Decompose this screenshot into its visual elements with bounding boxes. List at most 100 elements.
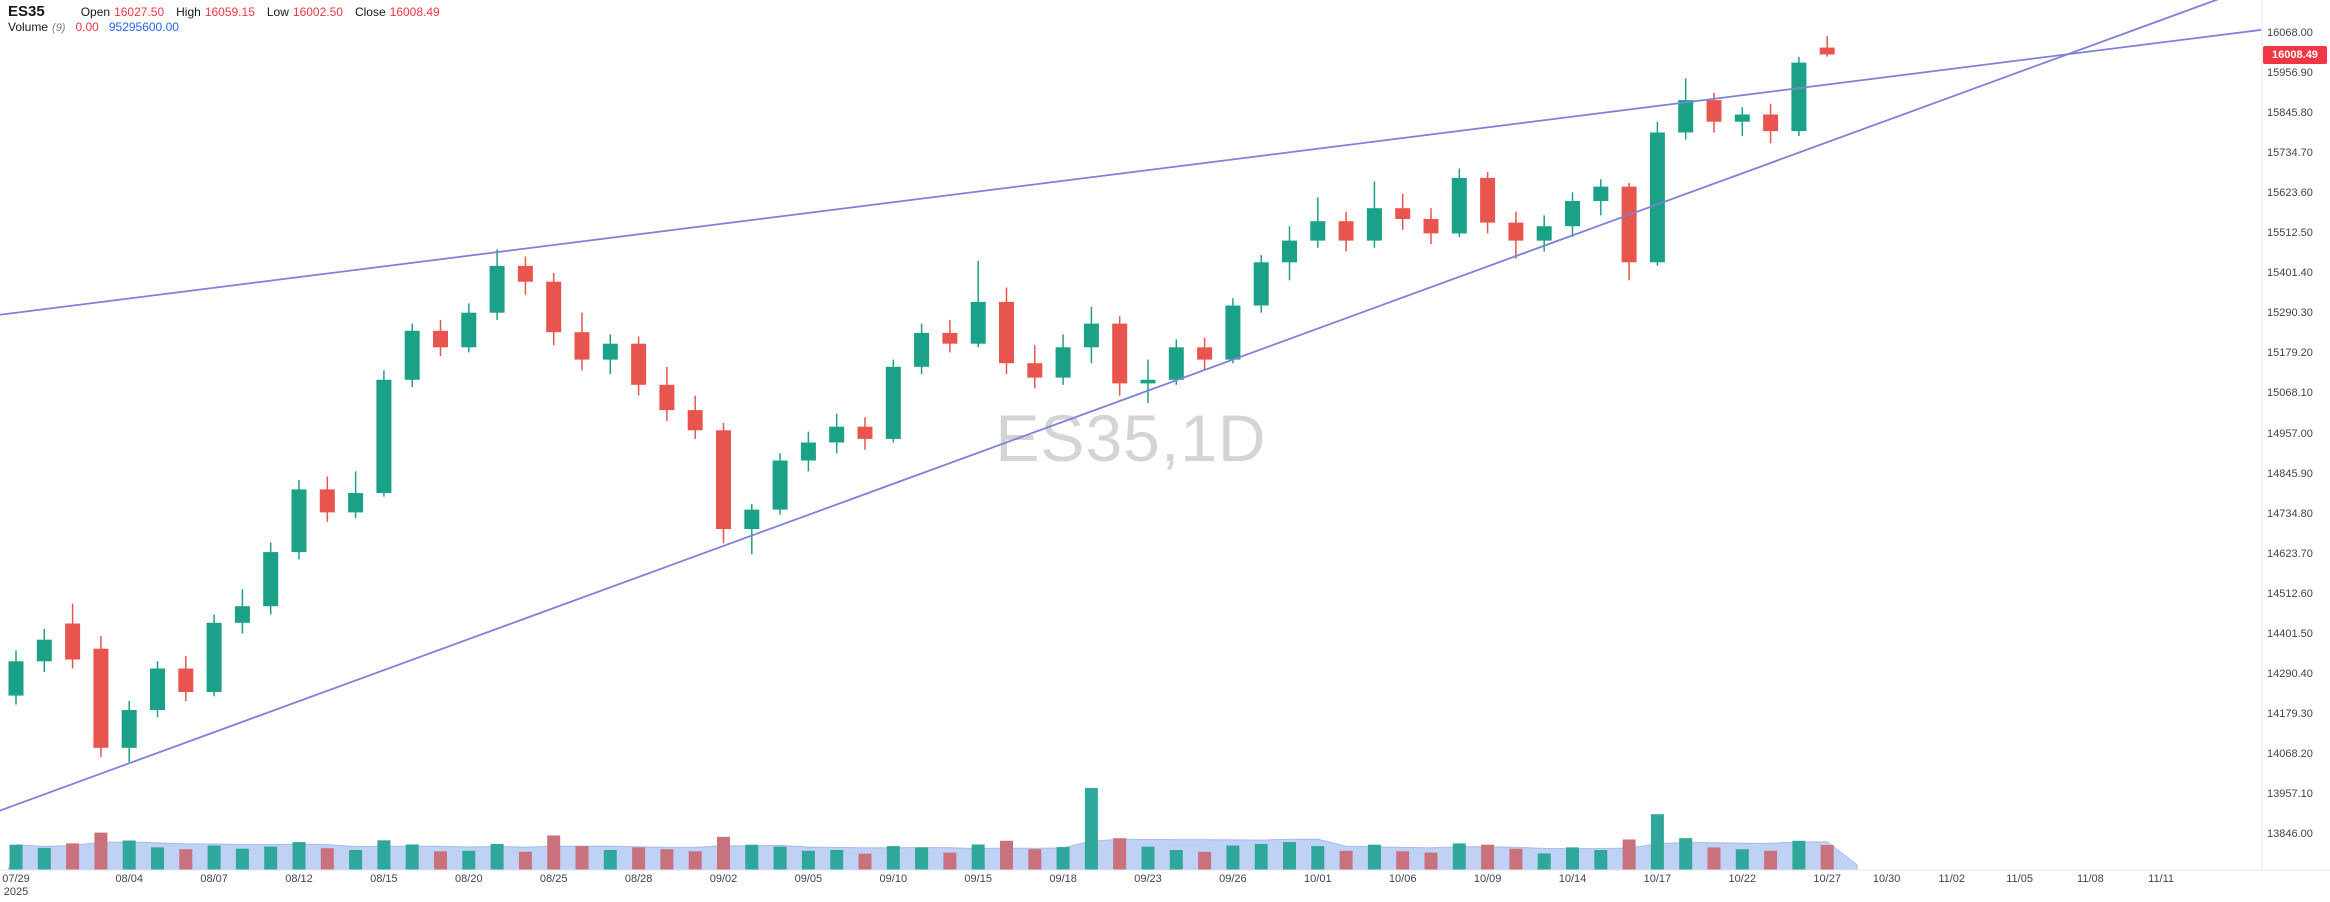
volume-bar[interactable] bbox=[1679, 838, 1693, 870]
volume-bar[interactable] bbox=[745, 844, 759, 870]
candle-body[interactable] bbox=[829, 426, 845, 443]
volume-bar[interactable] bbox=[1566, 847, 1579, 870]
volume-bar[interactable] bbox=[1650, 814, 1664, 870]
candle-body[interactable] bbox=[1423, 219, 1439, 234]
candle-body[interactable] bbox=[800, 442, 816, 461]
volume-bar[interactable] bbox=[1056, 847, 1070, 870]
volume-bar[interactable] bbox=[1764, 850, 1778, 870]
candle-body[interactable] bbox=[1593, 186, 1609, 201]
candle-body[interactable] bbox=[1225, 305, 1241, 360]
volume-bar[interactable] bbox=[122, 840, 136, 871]
volume-bar[interactable] bbox=[1169, 850, 1183, 870]
volume-bar[interactable] bbox=[1028, 849, 1042, 870]
candle-body[interactable] bbox=[1395, 208, 1411, 219]
volume-bar[interactable] bbox=[1594, 850, 1608, 870]
volume-bar[interactable] bbox=[660, 849, 674, 870]
candle-body[interactable] bbox=[1282, 240, 1297, 263]
volume-bar[interactable] bbox=[971, 844, 985, 871]
candle-body[interactable] bbox=[1112, 323, 1128, 384]
candle-body[interactable] bbox=[1055, 347, 1071, 378]
candle-body[interactable] bbox=[1366, 208, 1382, 241]
trendline[interactable] bbox=[0, 0, 2330, 812]
volume-bar[interactable] bbox=[915, 847, 929, 870]
candle-body[interactable] bbox=[1508, 222, 1524, 241]
volume-bar[interactable] bbox=[66, 843, 80, 870]
candle-body[interactable] bbox=[1565, 201, 1580, 227]
candle-body[interactable] bbox=[8, 661, 24, 696]
candle-body[interactable] bbox=[1480, 177, 1496, 223]
volume-bar[interactable] bbox=[1396, 851, 1410, 870]
volume-bar[interactable] bbox=[405, 844, 419, 871]
volume-bar[interactable] bbox=[1735, 849, 1749, 870]
candle-body[interactable] bbox=[1763, 114, 1779, 132]
candle-body[interactable] bbox=[404, 330, 420, 380]
volume-bar[interactable] bbox=[349, 850, 363, 870]
volume-bar[interactable] bbox=[1113, 838, 1127, 870]
volume-bar[interactable] bbox=[1481, 844, 1495, 870]
candle-body[interactable] bbox=[885, 366, 901, 439]
candle-body[interactable] bbox=[687, 410, 703, 431]
volume-bar[interactable] bbox=[603, 850, 617, 870]
volume-bar[interactable] bbox=[9, 844, 23, 870]
candle-body[interactable] bbox=[319, 489, 335, 513]
candle-body[interactable] bbox=[574, 332, 590, 360]
candle-body[interactable] bbox=[1083, 323, 1099, 348]
candle-body[interactable] bbox=[1310, 221, 1326, 241]
candle-body[interactable] bbox=[631, 343, 647, 385]
volume-bar[interactable] bbox=[235, 848, 249, 870]
volume-bar[interactable] bbox=[886, 846, 900, 870]
candle-body[interactable] bbox=[291, 489, 307, 553]
candle-body[interactable] bbox=[1140, 379, 1156, 384]
volume-bar[interactable] bbox=[1367, 844, 1381, 870]
volume-bar[interactable] bbox=[37, 847, 51, 870]
candle-body[interactable] bbox=[93, 648, 109, 748]
volume-bar[interactable] bbox=[434, 851, 447, 870]
candle-body[interactable] bbox=[970, 301, 986, 344]
volume-bar[interactable] bbox=[292, 842, 306, 870]
volume-bar[interactable] bbox=[151, 847, 164, 870]
volume-bar[interactable] bbox=[1452, 843, 1466, 870]
candle-body[interactable] bbox=[461, 312, 477, 348]
volume-bar[interactable] bbox=[207, 845, 221, 871]
candle-body[interactable] bbox=[659, 384, 675, 411]
volume-bar[interactable] bbox=[943, 852, 957, 870]
candle-body[interactable] bbox=[433, 330, 448, 348]
volume-bar[interactable] bbox=[264, 846, 278, 870]
volume-bar[interactable] bbox=[1198, 851, 1212, 870]
candle-body[interactable] bbox=[1791, 62, 1807, 132]
volume-bar[interactable] bbox=[1424, 852, 1438, 870]
candle-body[interactable] bbox=[178, 668, 194, 693]
volume-bar[interactable] bbox=[462, 850, 476, 870]
volume-bar[interactable] bbox=[179, 849, 193, 870]
volume-bar[interactable] bbox=[773, 846, 787, 870]
candle-body[interactable] bbox=[234, 606, 250, 623]
volume-bar[interactable] bbox=[1509, 848, 1523, 870]
candle-body[interactable] bbox=[942, 332, 958, 344]
candle-body[interactable] bbox=[206, 622, 222, 692]
volume-bar[interactable] bbox=[377, 840, 391, 870]
candle-body[interactable] bbox=[744, 509, 760, 529]
volume-bar[interactable] bbox=[688, 851, 702, 870]
candle-body[interactable] bbox=[121, 710, 137, 748]
candle-body[interactable] bbox=[602, 343, 618, 360]
volume-bar[interactable] bbox=[1226, 845, 1240, 871]
volume-bar[interactable] bbox=[1537, 853, 1551, 870]
volume-bar[interactable] bbox=[830, 850, 844, 870]
candle-body[interactable] bbox=[36, 639, 52, 662]
volume-bar[interactable] bbox=[490, 843, 504, 870]
trendline[interactable] bbox=[0, 21, 2330, 316]
volume-bar[interactable] bbox=[632, 847, 646, 870]
candle-body[interactable] bbox=[1253, 262, 1269, 306]
candle-body[interactable] bbox=[376, 379, 392, 493]
candle-body[interactable] bbox=[1338, 221, 1354, 241]
candle-body[interactable] bbox=[1451, 177, 1467, 234]
candle-body[interactable] bbox=[1621, 186, 1637, 263]
candle-body[interactable] bbox=[1678, 100, 1694, 133]
volume-bar[interactable] bbox=[1141, 846, 1155, 870]
volume-bar[interactable] bbox=[717, 836, 730, 870]
candle-body[interactable] bbox=[150, 668, 165, 711]
candle-body[interactable] bbox=[546, 281, 562, 333]
volume-bar[interactable] bbox=[1084, 787, 1098, 870]
candle-body[interactable] bbox=[1734, 114, 1750, 122]
